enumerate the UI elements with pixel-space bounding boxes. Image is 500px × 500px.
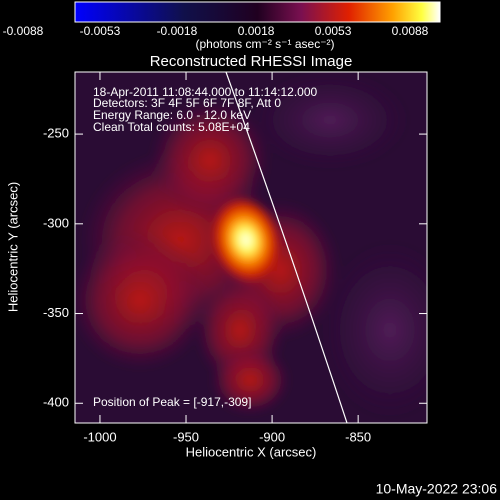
x-tick-label: -850	[345, 429, 371, 444]
x-tick-label: -1000	[83, 429, 116, 444]
x-axis-label: Heliocentric X (arcsec)	[186, 444, 317, 459]
x-tick-label: -950	[173, 429, 199, 444]
annotation: Clean Total counts: 5.08E+04	[93, 120, 250, 134]
annotation: Energy Range: 6.0 - 12.0 keV	[93, 108, 251, 122]
x-tick-label: -900	[259, 429, 285, 444]
y-tick-label: -350	[43, 305, 69, 320]
colorbar-tick-label: 0.0053	[315, 24, 352, 38]
timestamp: 10-May-2022 23:06	[376, 481, 498, 497]
annotation: 18-Apr-2011 11:08:44.000 to 11:14:12.000	[93, 85, 318, 99]
chart-title: Reconstructed RHESSI Image	[150, 53, 353, 70]
colorbar-tick-label: -0.0053	[80, 24, 121, 38]
plot-frame	[74, 71, 428, 424]
colorbar-tick-label: -0.0018	[157, 24, 198, 38]
colorbar-tick-label: 0.0018	[238, 24, 275, 38]
colorbar-tick-label: -0.0088	[3, 24, 44, 38]
image	[75, 72, 427, 423]
colorbar	[74, 1, 441, 23]
peak-label: Position of Peak = [-917,-309]	[93, 395, 251, 409]
y-tick-label: -300	[43, 215, 69, 230]
annotation: Detectors: 3F 4F 5F 6F 7F 8F, Att 0	[93, 96, 281, 110]
y-tick-label: -400	[43, 395, 69, 410]
colorbar-label: (photons cm⁻² s⁻¹ asec⁻²)	[195, 37, 334, 51]
y-axis-label: Heliocentric Y (arcsec)	[5, 182, 20, 312]
y-tick-label: -250	[43, 126, 69, 141]
colorbar-tick-label: 0.0088	[392, 24, 429, 38]
solar-limb	[225, 72, 348, 423]
